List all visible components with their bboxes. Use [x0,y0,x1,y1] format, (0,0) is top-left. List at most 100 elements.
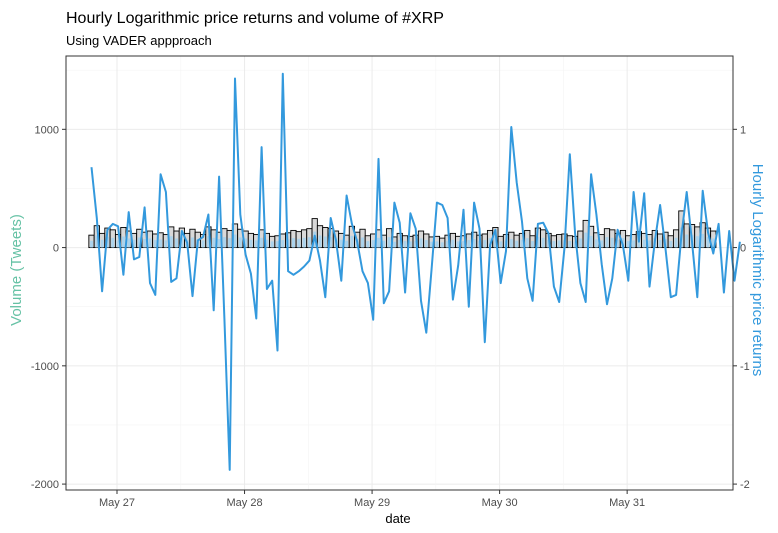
volume-bar-overlay [281,240,285,248]
volume-bar-overlay [143,239,147,248]
volume-bar-overlay [307,237,311,248]
volume-bar-overlay [626,241,630,248]
volume-bar-overlay [318,235,322,248]
volume-bar-overlay [531,241,535,248]
x-axis-ticks: May 27 May 28 May 29 May 30 May 31 [99,490,645,509]
volume-bar-overlay [440,242,444,248]
volume-bar-overlay [616,239,620,248]
volume-bar-overlay [462,241,465,248]
volume-bar-overlay [711,238,715,248]
right-axis-ticks: -2 -1 0 1 [733,124,750,491]
volume-bar-overlay [366,241,370,248]
volume-bar-overlay [430,241,434,248]
plot-border [65,55,734,491]
x-tick-label: May 30 [482,497,518,509]
volume-bar-overlay [467,240,471,248]
volume-bar-overlay [387,237,391,248]
volume-bar-overlay [222,237,226,248]
chart-subtitle: Using VADER appproach [66,33,212,48]
right-tick-label: -1 [740,361,750,373]
chart-title: Hourly Logarithmic price returns and vol… [66,10,444,27]
volume-bar-overlay [424,240,428,248]
volume-bar-overlay [520,239,524,248]
volume-bar-overlay [568,241,572,248]
volume-bar-overlay [377,237,380,248]
volume-bar-overlay [217,239,221,248]
volume-bar-overlay [95,235,99,248]
volume-bar-overlay [148,238,152,248]
left-axis-ticks: -2000 -1000 0 1000 [31,124,66,491]
volume-bar-overlay [212,237,216,248]
right-tick-label: 0 [740,243,746,255]
volume-bar-overlay [536,236,540,248]
volume-bar-overlay [557,240,561,248]
volume-bar-overlay [414,240,418,248]
x-tick-label: May 27 [99,497,135,509]
volume-bar-overlay [573,241,577,248]
volume-bar-overlay [701,233,705,248]
volume-bar-overlay [323,236,327,248]
volume-bar-overlay [525,238,529,248]
x-tick-label: May 29 [354,497,390,509]
right-axis-title: Hourly Logarithmic price returns [749,164,766,377]
volume-bar-overlay [201,240,205,248]
volume-bar-overlay [706,236,710,248]
volume-bar-overlay [632,240,636,248]
volume-bar-overlay [254,240,258,248]
right-tick-label: 1 [740,124,746,136]
volume-bar-overlay [206,236,210,248]
volume-bar-overlay [398,239,402,248]
left-tick-label: 1000 [35,124,59,136]
volume-bar-overlay [238,237,242,248]
volume-bar-overlay [339,239,343,248]
volume-bar-overlay [589,235,593,248]
volume-bar-overlay [153,240,157,248]
volume-bar-overlay [605,237,609,248]
volume-bar-overlay [249,239,253,248]
volume-bar-overlay [291,238,295,248]
volume-bar-overlay [137,237,141,248]
volume-bar-overlay [345,240,349,248]
volume-bar-overlay [648,240,651,248]
volume-bar-overlay [610,237,614,248]
volume-bar-overlay [658,240,662,248]
plot-frame [65,55,734,491]
volume-bar-overlay [105,236,109,248]
volume-bar-overlay [403,241,407,248]
volume-bar-overlay [419,238,423,248]
volume-bar-overlay [600,240,604,248]
volume-bar-overlay [265,239,269,248]
volume-bar-overlay [164,240,168,248]
volume-bar-overlay [493,236,497,248]
volume-bar-overlay [100,239,104,248]
x-tick-label: May 28 [227,497,263,509]
volume-bar-overlay [297,238,301,248]
volume-bar-overlay [228,238,232,248]
volume-bar-overlay [121,236,125,248]
volume-bar-overlay [446,240,450,248]
left-tick-label: -2000 [31,479,59,491]
returns-line [90,72,741,471]
volume-bar-overlay [541,237,545,248]
volume-bar-overlay [244,238,248,248]
volume-bar-overlay [674,237,678,248]
volume-bar-overlay [127,238,131,248]
volume-bar-overlay [509,239,513,248]
left-tick-label: -1000 [31,361,59,373]
volume-bar-overlay [191,237,194,248]
volume-bar-overlay [669,241,673,248]
volume-bar-overlay [276,241,279,248]
volume-bar-overlay [361,237,364,248]
volume-bar-overlay [233,234,237,248]
volume-bar-overlay [111,237,115,248]
left-axis-title: Volume (Tweets) [8,214,25,326]
volume-bar-overlay [435,241,439,248]
volume-bar-overlay [456,241,460,248]
volume-bar-overlay [302,237,306,248]
left-tick-label: 0 [53,243,59,255]
volume-bar-overlay [392,241,396,248]
right-tick-label: -2 [740,479,750,491]
volume-bar-overlay [578,238,582,248]
volume-bar-overlay [270,241,274,248]
